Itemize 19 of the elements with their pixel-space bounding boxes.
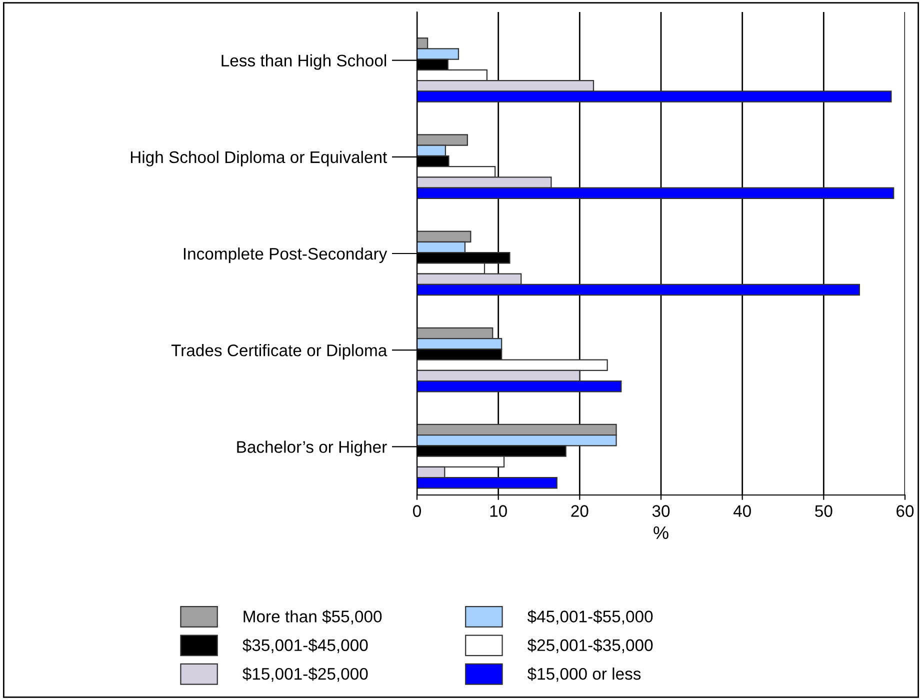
x-tick-label: 20	[571, 505, 588, 517]
legend-label: $35,001-$45,000	[242, 638, 368, 654]
y-tick-label: Less than High School	[222, 54, 386, 70]
y-tick-label: Bachelor’s or Higher	[237, 440, 387, 456]
y-tick-label: Incomplete Post-Secondary	[184, 247, 388, 263]
x-tick-label: 60	[896, 505, 914, 517]
legend-label: $25,001-$35,000	[527, 638, 653, 654]
x-tick-label: 40	[733, 505, 751, 517]
y-tick-label: Trades Certificate or Diploma	[171, 344, 388, 360]
x-tick-label: 50	[815, 505, 832, 517]
x-tick-label: 30	[652, 505, 670, 517]
legend-label: $45,001-$55,000	[527, 610, 653, 624]
legend-label: $15,000 or less	[527, 667, 641, 682]
x-tick-label: 10	[490, 505, 507, 517]
x-axis-title: %	[654, 526, 668, 540]
legend-label: More than $55,000	[244, 610, 382, 624]
y-tick-label: High School Diploma or Equivalent	[130, 150, 388, 166]
legend-label: $15,001-$25,000	[242, 667, 368, 682]
x-tick-label: 0	[413, 505, 421, 517]
